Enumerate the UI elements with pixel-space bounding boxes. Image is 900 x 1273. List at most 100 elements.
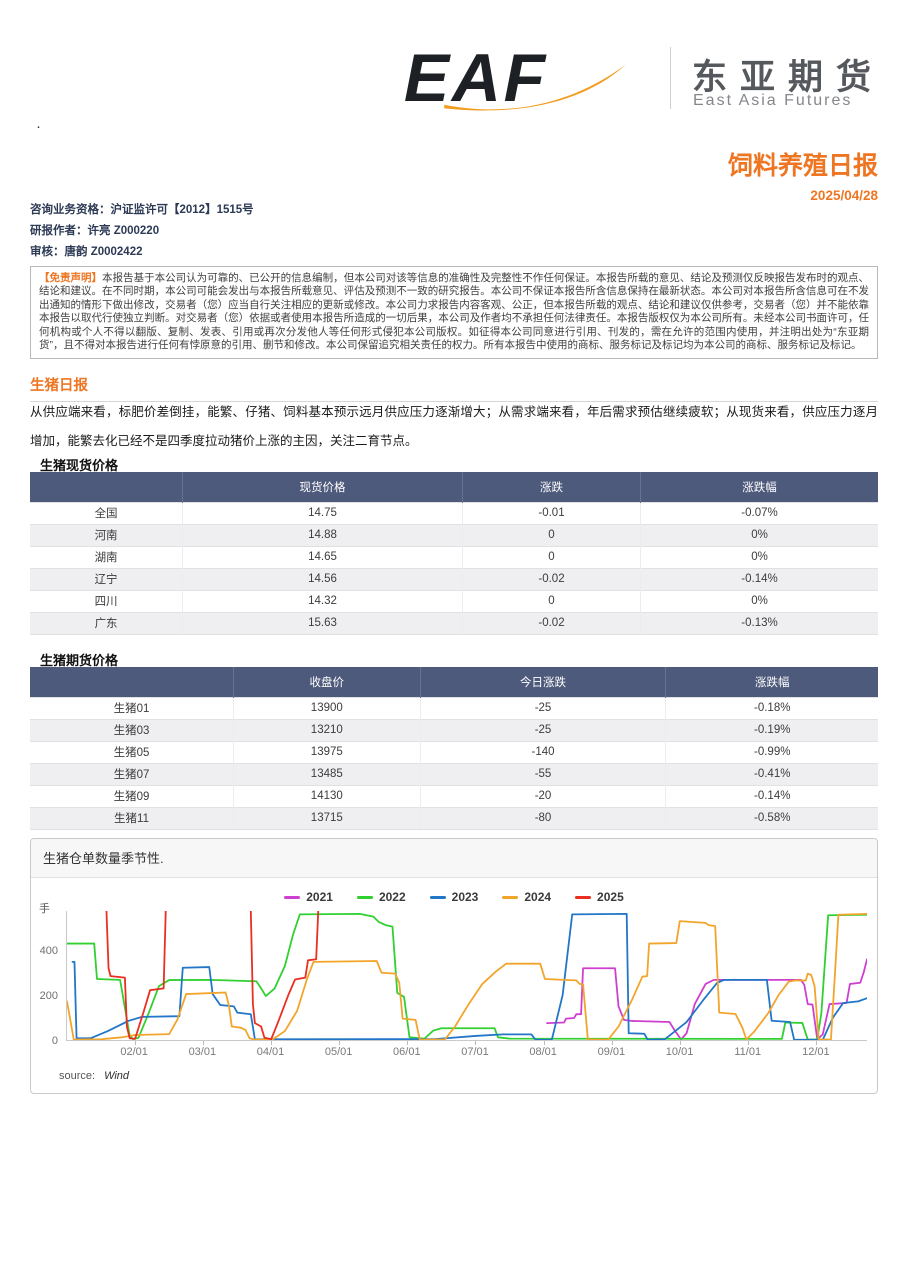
stray-dot: · xyxy=(36,118,41,135)
table-row: 生猪01 13900 -25 -0.18% xyxy=(30,696,878,719)
legend-item-2023: 2023 xyxy=(429,890,479,904)
table-cell: 0 xyxy=(462,545,642,568)
column-header: 涨跌幅 xyxy=(640,472,878,502)
futures-table-title: 生猪期货价格 xyxy=(40,653,119,668)
x-tick-label: 03/01 xyxy=(188,1046,217,1058)
table-cell: -0.18% xyxy=(665,696,878,719)
x-tick-mark xyxy=(679,1041,681,1045)
legend-dash-icon xyxy=(429,895,446,899)
table-cell: 0% xyxy=(640,589,878,612)
y-axis-unit-label: 手 xyxy=(39,903,50,915)
table-row: 湖南 14.65 0 0% xyxy=(30,545,878,568)
table-cell: 13715 xyxy=(233,806,421,830)
credentials-block: 咨询业务资格：沪证监许可【2012】1515号 研报作者：许亮 Z000220 … xyxy=(30,200,254,263)
column-header: 涨跌幅 xyxy=(665,667,878,697)
warehouse-receipt-chart-panel: 生猪仓单数量季节性. 2021 2022 2023 2024 2025 手 0 200 40… xyxy=(30,838,878,1094)
legend-item-2021: 2021 xyxy=(284,890,333,904)
table-cell: 14.75 xyxy=(182,501,463,524)
plot-area xyxy=(66,911,867,1045)
spot-header-row: 现货价格 涨跌 涨跌幅 xyxy=(30,472,878,502)
legend-item-2025: 2025 xyxy=(575,890,624,904)
table-cell: 河南 xyxy=(30,523,184,546)
table-cell: -0.99% xyxy=(665,740,878,763)
legend-dash-icon xyxy=(356,895,373,899)
company-name-en: East Asia Futures xyxy=(693,92,853,109)
table-cell: 生猪01 xyxy=(30,696,235,719)
x-tick-mark xyxy=(339,1041,341,1045)
table-cell: 14.56 xyxy=(182,567,463,590)
table-cell: 0% xyxy=(640,545,878,568)
legend-label: 2021 xyxy=(306,890,333,904)
x-tick-label: 06/01 xyxy=(393,1046,421,1058)
table-cell: 0 xyxy=(462,523,642,546)
table-cell: 0 xyxy=(462,589,642,612)
x-tick-mark xyxy=(135,1041,137,1045)
legend-label: 2022 xyxy=(378,890,406,904)
table-cell: -0.58% xyxy=(665,806,878,830)
disclaimer-label: 【免责声明】 xyxy=(39,272,103,284)
x-tick-label: 09/01 xyxy=(597,1046,626,1058)
reviewer-line: 审核：唐韵 Z0002422 xyxy=(30,246,143,258)
table-cell: -0.19% xyxy=(665,718,878,741)
table-row: 生猪11 13715 -80 -0.58% xyxy=(30,806,878,830)
seasonal-line-chart xyxy=(67,911,867,1040)
legend-item-2022: 2022 xyxy=(356,890,406,904)
source-label: source: xyxy=(59,1070,96,1082)
table-cell: 13900 xyxy=(233,696,421,719)
eaf-logo-text: EAF xyxy=(404,44,548,114)
column-header xyxy=(30,472,184,502)
spot-table-title: 生猪现货价格 xyxy=(40,458,119,473)
column-header: 涨跌 xyxy=(462,472,642,502)
author-line: 研报作者：许亮 Z000220 xyxy=(30,225,160,237)
table-row: 辽宁 14.56 -0.02 -0.14% xyxy=(30,567,878,590)
x-tick-mark xyxy=(271,1041,273,1045)
x-tick-mark xyxy=(475,1041,477,1045)
table-cell: -0.13% xyxy=(640,611,878,635)
table-row: 生猪09 14130 -20 -0.14% xyxy=(30,784,878,807)
table-cell: -20 xyxy=(420,784,667,807)
futures-price-table: 收盘价 今日涨跌 涨跌幅 生猪01 13900 -25 -0.18% 生猪03 13210 -2… xyxy=(30,667,878,830)
legend-dash-icon xyxy=(575,895,592,899)
eaf-logo-swoosh xyxy=(444,64,626,111)
x-tick-mark xyxy=(543,1041,545,1045)
series-line-2025 xyxy=(105,911,167,1040)
table-cell: 四川 xyxy=(30,589,184,612)
pig-commentary: 从供应端来看，标肥价差倒挂，能繁、仔猪、饲料基本预示远月供应压力逐渐增大；从需求… xyxy=(30,405,878,448)
legend-label: 2024 xyxy=(524,890,552,904)
futures-header-row: 收盘价 今日涨跌 涨跌幅 xyxy=(30,667,878,697)
table-cell: 14.65 xyxy=(182,545,463,568)
qualification-line: 咨询业务资格：沪证监许可【2012】1515号 xyxy=(30,204,254,216)
table-cell: -0.14% xyxy=(640,567,878,590)
x-tick-label: 05/01 xyxy=(324,1046,353,1058)
table-cell: -0.14% xyxy=(665,784,878,807)
table-row: 全国 14.75 -0.01 -0.07% xyxy=(30,501,878,524)
legend-label: 2023 xyxy=(451,890,479,904)
x-tick-label: 11/01 xyxy=(734,1046,762,1058)
column-header xyxy=(30,667,235,697)
table-cell: 湖南 xyxy=(30,545,184,568)
table-cell: 生猪07 xyxy=(30,762,235,785)
table-cell: 生猪11 xyxy=(30,806,235,830)
table-cell: -25 xyxy=(420,718,667,741)
legend-label: 2025 xyxy=(597,890,624,904)
series-line-2022 xyxy=(67,912,867,1040)
y-tick-label: 200 xyxy=(39,989,58,1002)
x-tick-mark xyxy=(747,1041,749,1045)
disclaimer-text: 本报告基于本公司认为可靠的、已公开的信息编制，但本公司对该等信息的准确性及完整性… xyxy=(39,272,870,352)
table-cell: -0.07% xyxy=(640,501,878,524)
table-cell: -0.02 xyxy=(462,567,642,590)
futures-table-body: 生猪01 13900 -25 -0.18% 生猪03 13210 -25 -0.19% 生猪05… xyxy=(30,696,878,830)
table-cell: -25 xyxy=(420,696,667,719)
column-header: 现货价格 xyxy=(182,472,463,502)
table-cell: 生猪03 xyxy=(30,718,235,741)
table-cell: 生猪05 xyxy=(30,740,235,763)
x-tick-mark xyxy=(407,1041,409,1045)
x-axis-ticks: 02/01 03/01 04/01 05/01 06/01 07/01 08/01 09/01… xyxy=(66,1046,867,1060)
series-line-2023 xyxy=(71,912,867,1040)
x-tick-label: 04/01 xyxy=(256,1046,285,1058)
report-date: 2025/04/28 xyxy=(810,188,878,203)
chart-legend: 2021 2022 2023 2024 2025 xyxy=(31,890,877,904)
x-tick-label: 02/01 xyxy=(120,1046,148,1058)
table-row: 生猪05 13975 -140 -0.99% xyxy=(30,740,878,763)
x-tick-mark xyxy=(611,1041,613,1045)
